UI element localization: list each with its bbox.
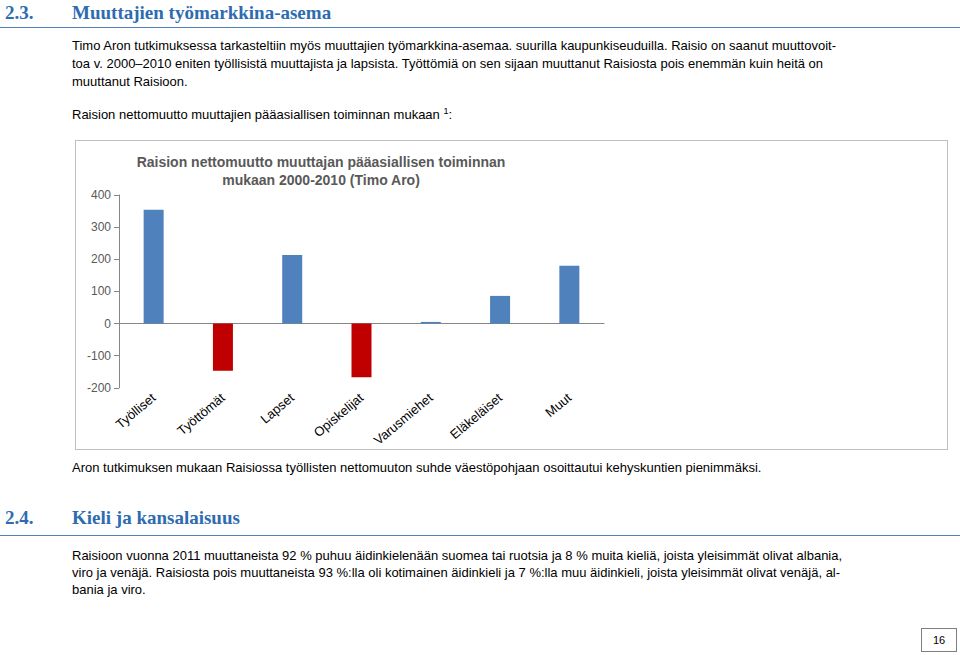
svg-text:-100: -100 (87, 349, 111, 363)
svg-text:-200: -200 (87, 381, 111, 395)
html-text:2.3.: 2.3. (5, 2, 34, 23)
svg-text:Eläkeläiset: Eläkeläiset (447, 390, 505, 442)
svg-text:Lapset: Lapset (257, 390, 297, 427)
html-text:Raision nettomuutto muuttajien: Raision nettomuutto muuttajien pääasiall… (72, 106, 453, 123)
svg-text:Työlliset: Työlliset (113, 390, 159, 432)
svg-text:0: 0 (104, 317, 111, 331)
html-text:Raisioon vuonna 2011 muuttanei: Raisioon vuonna 2011 muuttaneista 92 % p… (72, 548, 843, 563)
svg-text:400: 400 (91, 188, 111, 202)
svg-text:Muut: Muut (542, 390, 574, 420)
svg-text:Varusmiehet: Varusmiehet (371, 390, 436, 448)
html-text:Timo Aron tutkimuksessa tarkas: Timo Aron tutkimuksessa tarkasteltiin my… (72, 38, 836, 53)
html-text:toa v. 2000–2010 eniten työlli: toa v. 2000–2010 eniten työllisistä muut… (72, 56, 824, 71)
svg-text:mukaan 2000-2010 (Timo Aro): mukaan 2000-2010 (Timo Aro) (222, 172, 420, 188)
html-text:Aron tutkimuksen mukaan Raisio: Aron tutkimuksen mukaan Raisiossa työlli… (72, 460, 762, 475)
html-text:Kieli ja kansalaisuus: Kieli ja kansalaisuus (72, 507, 240, 528)
html-text:Muuttajien työmarkkina-asema: Muuttajien työmarkkina-asema (72, 2, 332, 23)
html-text:2.4.: 2.4. (5, 507, 34, 528)
svg-text:Raision nettomuutto muuttajan: Raision nettomuutto muuttajan pääasialli… (137, 154, 506, 170)
svg-text:300: 300 (91, 220, 111, 234)
html-text:bania ja viro.: bania ja viro. (72, 582, 146, 597)
html-text:viro ja venäjä. Raisiosta pois: viro ja venäjä. Raisiosta pois muuttanei… (72, 565, 841, 580)
html-text:muuttanut Raisioon.: muuttanut Raisioon. (72, 74, 188, 89)
svg-text:100: 100 (91, 284, 111, 298)
svg-text:Opiskelijat: Opiskelijat (311, 390, 367, 440)
html-text:16: 16 (932, 634, 946, 646)
svg-text:Työttömät: Työttömät (174, 390, 228, 438)
svg-text:200: 200 (91, 252, 111, 266)
